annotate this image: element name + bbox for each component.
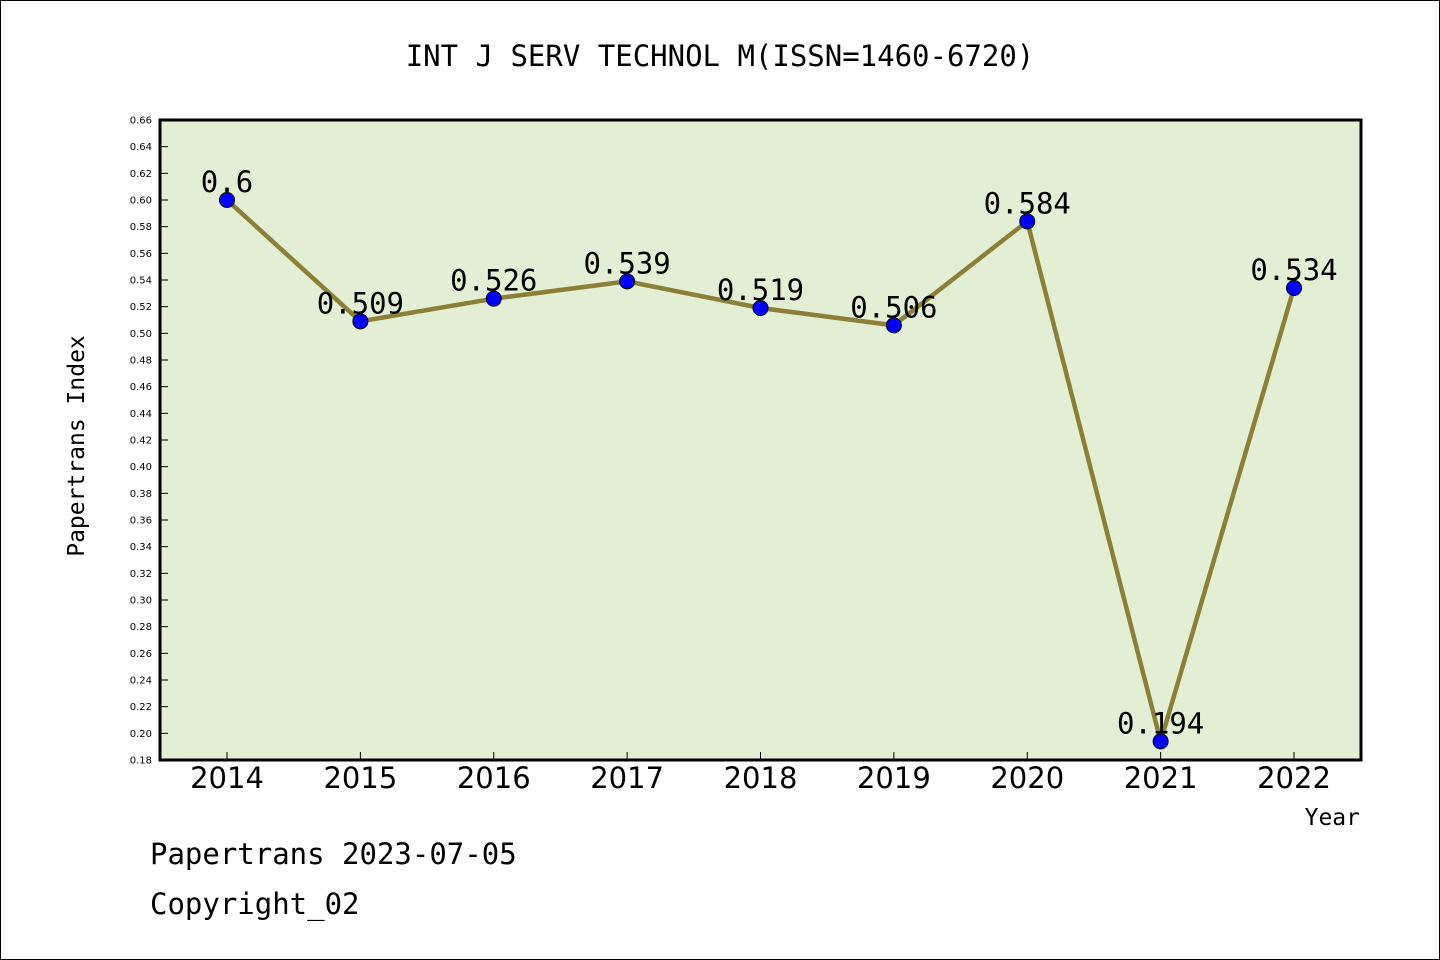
y-tick-label: 0.50 [130, 329, 152, 340]
y-tick-label: 0.56 [130, 249, 152, 260]
x-tick-label: 2015 [323, 761, 397, 795]
y-tick-label: 0.48 [130, 356, 152, 367]
y-tick-label: 0.60 [130, 196, 152, 207]
series-line-group: 0.6 0.509 0.526 0.539 0.519 0.506 0.584 0.194 0.… [201, 165, 1338, 750]
y-tick-label: 0.28 [130, 622, 152, 633]
x-axis: 2014 2015 2016 2017 2018 2019 2020 2021 2022 [190, 752, 1331, 795]
data-point [885, 317, 902, 334]
y-tick-label: 0.44 [130, 409, 152, 420]
x-tick-label: 2019 [857, 761, 931, 795]
y-tick-label: 0.52 [130, 302, 152, 313]
x-tick-label: 2014 [190, 761, 264, 795]
y-tick-label: 0.34 [130, 542, 152, 553]
x-tick-label: 2022 [1257, 761, 1331, 795]
y-tick-label: 0.46 [130, 382, 152, 393]
y-axis: 0.18 0.20 0.22 0.24 0.26 0.28 0.30 0.32 0.34 0.36… [130, 116, 168, 767]
data-point [1286, 280, 1302, 296]
x-tick-label: 2017 [590, 761, 664, 795]
x-tick-label: 2021 [1124, 761, 1198, 795]
y-tick-label: 0.40 [130, 462, 152, 473]
y-tick-label: 0.18 [130, 756, 152, 767]
y-tick-label: 0.38 [130, 489, 152, 500]
y-axis-label: Papertrans Index [64, 335, 90, 557]
footer-date: Papertrans 2023-07-05 [150, 837, 517, 871]
y-tick-label: 0.66 [130, 116, 152, 127]
y-tick-label: 0.26 [130, 649, 152, 660]
data-point [485, 290, 502, 307]
data-label: 0.539 [583, 246, 670, 280]
y-tick-label: 0.62 [130, 169, 152, 180]
data-label: 0.519 [717, 273, 804, 307]
data-point [619, 273, 636, 290]
plot-area [158, 118, 1363, 762]
y-tick-label: 0.22 [130, 702, 152, 713]
y-tick-label: 0.30 [130, 596, 152, 607]
data-point [752, 300, 769, 316]
data-point [219, 192, 235, 208]
data-point [352, 313, 369, 330]
y-tick-label: 0.64 [130, 142, 152, 153]
chart-title: INT J SERV TECHNOL M(ISSN=1460-6720) [406, 39, 1035, 73]
y-tick-label: 0.36 [130, 516, 152, 527]
x-tick-label: 2016 [457, 761, 531, 795]
y-tick-label: 0.58 [130, 222, 152, 233]
data-label: 0.526 [450, 264, 537, 298]
data-label: 0.194 [1117, 706, 1204, 740]
x-tick-label: 2018 [724, 761, 798, 795]
data-label: 0.584 [984, 186, 1071, 220]
data-label: 0.6 [201, 165, 253, 199]
x-tick-label: 2020 [990, 761, 1064, 795]
y-tick-label: 0.32 [130, 569, 152, 580]
y-tick-label: 0.54 [130, 276, 152, 287]
y-tick-label: 0.42 [130, 436, 152, 447]
data-point [1019, 213, 1036, 230]
x-axis-label: Year [1305, 805, 1360, 831]
data-label: 0.509 [317, 286, 404, 320]
y-tick-label: 0.24 [130, 676, 152, 687]
data-point [1152, 733, 1169, 750]
y-tick-label: 0.20 [130, 729, 152, 740]
footer-copyright: Copyright_02 [150, 887, 360, 922]
data-label: 0.506 [850, 290, 937, 324]
data-label: 0.534 [1250, 253, 1337, 287]
